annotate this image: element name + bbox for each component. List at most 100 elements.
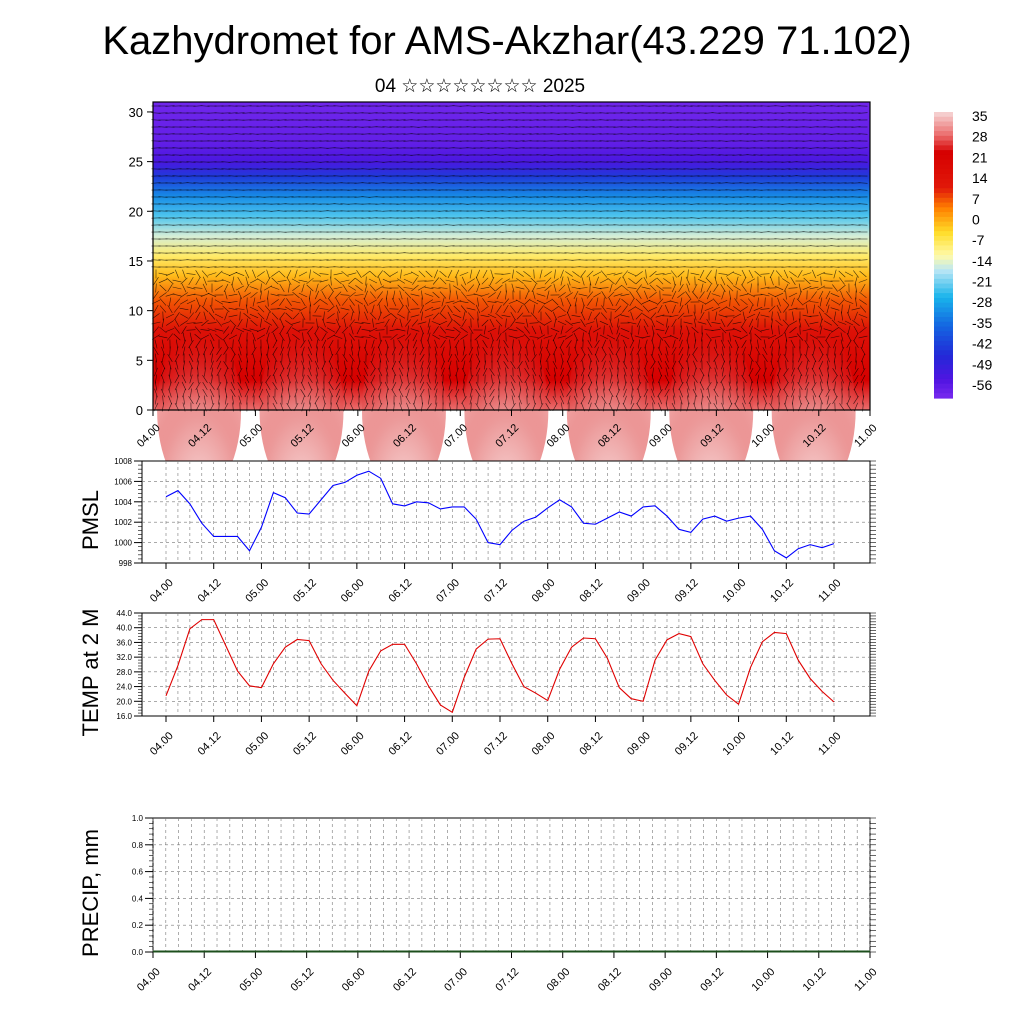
wind-barb	[489, 389, 495, 397]
wind-barb	[312, 266, 322, 268]
wind-barb	[432, 312, 440, 320]
x-tick-label: 10.00	[720, 577, 748, 605]
wind-barb	[426, 381, 432, 391]
wind-barb	[223, 326, 229, 334]
wind-barb	[453, 327, 461, 333]
wind-barb	[686, 388, 690, 398]
wind-barb	[343, 360, 347, 370]
wind-barb	[272, 353, 278, 363]
wind-barb	[377, 381, 383, 391]
wind-barb	[354, 299, 364, 305]
wind-barb	[481, 277, 489, 285]
wind-barb	[573, 332, 579, 342]
wind-barb	[574, 360, 578, 370]
wind-barb	[635, 298, 643, 306]
wind-barb	[819, 297, 823, 307]
wind-barb	[729, 346, 731, 356]
wind-barb	[340, 279, 350, 283]
wind-barb	[599, 278, 609, 284]
wind-barb	[456, 374, 458, 384]
wind-barb	[693, 381, 697, 391]
wind-barb	[214, 299, 224, 305]
wind-barb	[692, 375, 698, 383]
wind-barb	[494, 112, 504, 114]
wind-barb	[249, 313, 259, 319]
wind-barb	[455, 290, 459, 300]
wind-barb	[838, 326, 846, 334]
wind-barb	[153, 277, 159, 285]
wind-barb	[706, 339, 712, 349]
wind-barb	[314, 290, 320, 300]
wind-barb	[664, 304, 670, 314]
wind-barb	[300, 297, 306, 307]
wind-barb	[560, 276, 564, 286]
wind-barb	[196, 353, 200, 363]
wind-barb	[818, 290, 824, 300]
wind-barb	[447, 305, 453, 313]
wind-barb	[687, 367, 689, 377]
wind-barb	[790, 339, 796, 349]
wind-barb	[459, 175, 469, 177]
wind-barb	[452, 224, 462, 226]
wind-barb	[460, 291, 468, 299]
wind-barb	[722, 346, 724, 356]
wind-barb	[753, 196, 763, 198]
wind-barb	[525, 381, 529, 391]
wind-barb	[473, 217, 483, 219]
wind-barb	[672, 388, 676, 398]
wind-barb	[321, 290, 327, 300]
wind-barb	[641, 286, 651, 290]
wind-barb	[427, 374, 431, 384]
wind-barb	[791, 388, 795, 398]
colorbar-swatch	[934, 393, 953, 399]
colorbar-swatch	[934, 340, 953, 347]
wind-barb	[445, 300, 455, 304]
wind-barb	[595, 381, 599, 391]
wind-barb	[410, 308, 420, 310]
wind-barb	[355, 278, 363, 284]
wind-barb	[540, 367, 542, 377]
wind-barb	[774, 119, 784, 121]
wind-barb	[847, 325, 851, 335]
wind-barb	[461, 396, 467, 404]
wind-barb	[334, 277, 342, 285]
wind-barb	[350, 325, 354, 335]
wind-barb	[392, 290, 396, 300]
wind-barb	[327, 313, 335, 319]
wind-barb	[603, 297, 605, 307]
wind-barb	[764, 297, 766, 307]
y-tick-label: 5	[136, 353, 143, 368]
wind-barb	[329, 346, 333, 356]
wind-barb	[743, 388, 745, 398]
wind-barb	[734, 298, 740, 306]
wind-barb	[657, 389, 663, 397]
wind-barb	[475, 381, 481, 391]
wind-barb	[637, 388, 641, 398]
wind-barb	[497, 374, 501, 384]
wind-barb	[484, 388, 486, 398]
wind-barb	[391, 318, 397, 328]
wind-barb	[319, 279, 329, 283]
wind-barb	[384, 318, 390, 328]
wind-barb	[855, 360, 857, 370]
wind-barb	[523, 333, 531, 341]
wind-barb	[601, 305, 607, 313]
wind-barb	[770, 360, 774, 370]
wind-barb	[560, 367, 564, 377]
wind-barb	[574, 374, 578, 384]
x-tick-label: 05.00	[243, 577, 271, 605]
wind-barb	[851, 217, 861, 219]
wind-barb	[384, 381, 390, 391]
wind-barb	[343, 318, 347, 328]
wind-barb	[565, 271, 573, 277]
wind-barb	[399, 374, 403, 384]
wind-barb	[725, 140, 735, 142]
wind-barb	[271, 277, 279, 285]
wind-barb	[427, 318, 431, 328]
colorbar-swatch	[934, 226, 953, 232]
wind-barb	[363, 304, 369, 314]
wind-barb	[364, 283, 368, 293]
wind-barb	[377, 367, 383, 377]
wind-barb	[256, 300, 266, 304]
wind-barb	[308, 339, 312, 349]
